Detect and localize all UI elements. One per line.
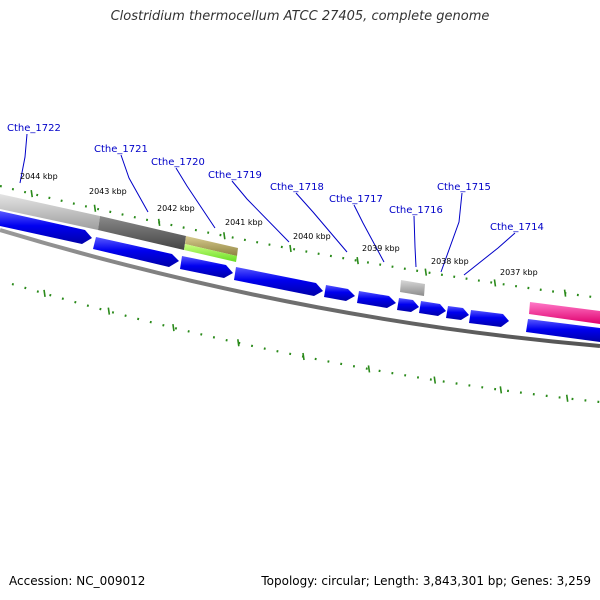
scale-label: 2042 kbp xyxy=(157,204,195,213)
inner-major-ticks xyxy=(43,289,569,402)
major-tick xyxy=(289,244,292,253)
gene-label: Cthe_1718 xyxy=(270,182,324,193)
scale-label: 2038 kbp xyxy=(431,257,469,266)
scale-label: 2041 kbp xyxy=(225,218,263,227)
cds-arrow xyxy=(234,267,323,296)
scale-label: 2037 kbp xyxy=(500,268,538,277)
cds-arrow xyxy=(0,211,92,244)
scale-label: 2039 kbp xyxy=(362,244,400,253)
major-tick xyxy=(223,232,226,240)
major-tick xyxy=(356,257,359,265)
feature-light-gray xyxy=(0,194,100,230)
gene-label: Cthe_1720 xyxy=(151,157,205,168)
major-tick xyxy=(565,394,569,402)
cds-arrow xyxy=(526,319,600,342)
major-tick xyxy=(157,218,161,226)
label-leader-lines xyxy=(19,133,516,276)
major-tick xyxy=(493,279,497,287)
accession-text: Accession: NC_009012 xyxy=(9,574,146,588)
gene-label: Cthe_1722 xyxy=(7,123,61,134)
feature-olive xyxy=(185,236,238,256)
outer-major-ticks xyxy=(30,189,567,297)
major-tick xyxy=(43,289,46,298)
cds-arrow xyxy=(180,256,233,278)
gene-label: Cthe_1714 xyxy=(490,222,544,233)
cds-arrow xyxy=(357,291,396,308)
gene-label: Cthe_1721 xyxy=(94,144,148,155)
inner-tick-track xyxy=(11,282,600,404)
gene-label: Cthe_1717 xyxy=(329,194,383,205)
major-tick xyxy=(433,376,437,384)
major-tick xyxy=(107,307,111,315)
major-tick xyxy=(172,323,175,332)
gene-label: Cthe_1715 xyxy=(437,182,491,193)
feature-small-gray xyxy=(400,280,425,296)
major-tick xyxy=(302,352,305,361)
gene-label: Cthe_1716 xyxy=(389,205,443,216)
cds-arrow xyxy=(93,237,179,267)
major-tick xyxy=(499,386,503,394)
cds-arrow xyxy=(469,310,509,327)
scale-label: 2040 kbp xyxy=(293,232,331,241)
feature-lime xyxy=(184,244,237,262)
major-tick xyxy=(424,268,428,276)
cds-arrow xyxy=(324,285,355,301)
gene-label: Cthe_1719 xyxy=(208,170,262,181)
major-tick xyxy=(367,365,371,373)
genome-backbone xyxy=(0,228,600,348)
cds-arrow xyxy=(446,306,469,320)
feature-dark-gray xyxy=(98,216,186,250)
scale-label: 2044 kbp xyxy=(20,172,58,181)
scale-label: 2043 kbp xyxy=(89,187,127,196)
major-tick xyxy=(563,289,567,297)
major-tick xyxy=(237,339,240,347)
genome-stats-text: Topology: circular; Length: 3,843,301 bp… xyxy=(261,574,591,588)
feature-pink xyxy=(529,302,600,324)
major-tick xyxy=(30,189,34,198)
cds-arrow xyxy=(397,298,419,312)
cds-arrow xyxy=(419,301,446,316)
major-tick xyxy=(93,204,97,212)
map-title: Clostridium thermocellum ATCC 27405, com… xyxy=(110,9,490,24)
